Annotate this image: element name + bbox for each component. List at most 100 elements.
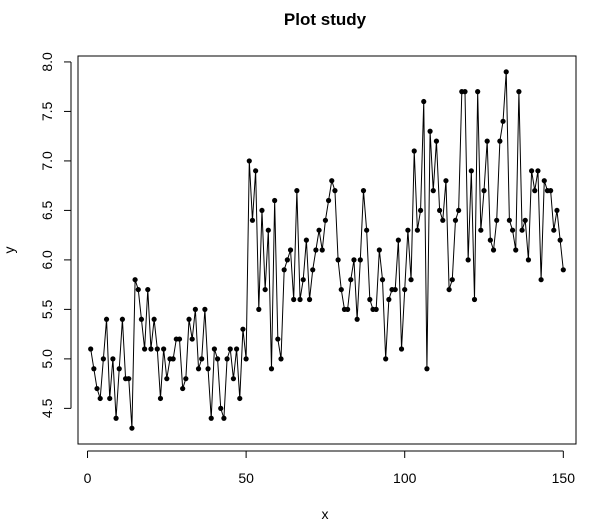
- data-point: [405, 227, 411, 233]
- data-point: [427, 128, 433, 134]
- data-point: [338, 286, 344, 293]
- data-point: [522, 217, 528, 223]
- data-point: [192, 306, 198, 312]
- data-point: [468, 168, 474, 174]
- data-point: [478, 227, 484, 233]
- data-point: [332, 188, 338, 194]
- data-point: [548, 188, 554, 194]
- data-point: [329, 178, 335, 184]
- data-point: [154, 346, 160, 352]
- y-axis-label: y: [1, 247, 17, 254]
- data-point: [437, 207, 443, 214]
- data-point: [503, 69, 509, 75]
- data-point: [367, 296, 373, 303]
- data-point: [452, 217, 459, 223]
- data-point: [157, 395, 164, 402]
- data-point: [513, 247, 519, 253]
- data-point: [256, 306, 262, 312]
- data-point: [443, 178, 449, 184]
- data-point: [516, 89, 522, 95]
- data-point: [322, 217, 329, 223]
- data-point: [484, 138, 490, 144]
- data-point: [538, 277, 544, 283]
- data-point: [383, 356, 389, 362]
- data-point: [414, 227, 421, 233]
- data-point: [278, 356, 284, 362]
- x-tick-label: 150: [552, 470, 576, 486]
- data-point: [183, 376, 189, 382]
- data-point: [103, 316, 110, 322]
- data-point: [227, 346, 233, 352]
- data-point: [465, 257, 471, 263]
- y-tick-label: 6.0: [39, 250, 55, 270]
- data-point: [411, 148, 417, 154]
- data-point: [557, 237, 563, 243]
- data-point: [214, 356, 221, 362]
- y-tick-label: 8.0: [39, 52, 55, 72]
- data-point: [164, 376, 170, 382]
- data-point: [195, 366, 202, 372]
- data-point: [303, 237, 309, 243]
- data-point: [202, 306, 208, 312]
- data-point: [116, 366, 122, 372]
- data-point: [135, 286, 141, 293]
- series-line: [90, 71, 564, 429]
- data-point: [348, 277, 354, 283]
- chart-title: Plot study: [284, 10, 367, 29]
- data-point: [126, 376, 132, 382]
- data-point: [528, 168, 535, 174]
- data-point: [151, 316, 157, 322]
- data-point: [541, 178, 547, 184]
- data-point: [319, 247, 325, 253]
- data-point: [249, 217, 256, 223]
- data-point: [417, 207, 424, 214]
- data-point: [364, 227, 370, 233]
- data-point: [100, 356, 106, 362]
- data-point: [500, 118, 506, 124]
- data-point: [94, 385, 100, 392]
- data-point: [211, 346, 217, 352]
- y-axis: 4.5 5.0 5.5 6.0 6.5 7.0 7.5 8.0: [39, 52, 72, 418]
- data-point: [519, 227, 525, 233]
- data-point: [475, 89, 481, 95]
- data-point: [449, 277, 455, 283]
- data-point: [161, 346, 167, 352]
- data-point: [408, 277, 414, 283]
- data-point: [345, 306, 351, 312]
- data-point: [487, 237, 493, 243]
- data-point: [91, 366, 97, 372]
- data-point: [132, 277, 138, 283]
- data-point: [535, 168, 541, 174]
- data-point: [456, 207, 462, 214]
- data-point: [402, 286, 408, 293]
- data-point: [554, 207, 560, 214]
- data-point: [481, 188, 487, 194]
- data-point: [176, 336, 183, 342]
- data-point: [294, 188, 300, 194]
- data-point: [509, 227, 516, 233]
- data-point: [246, 158, 252, 164]
- data-point: [379, 277, 386, 283]
- plot-box: [77, 55, 577, 445]
- data-point: [180, 385, 186, 392]
- data-point: [113, 415, 119, 421]
- data-point: [433, 138, 440, 144]
- data-point: [199, 356, 205, 362]
- data-point: [300, 277, 306, 283]
- data-point: [129, 425, 135, 431]
- data-point: [253, 168, 259, 174]
- data-point: [170, 356, 176, 362]
- data-point: [446, 286, 452, 293]
- data-point: [462, 89, 468, 95]
- data-point: [494, 217, 500, 223]
- data-point: [189, 336, 195, 342]
- data-point: [243, 356, 249, 362]
- data-point: [376, 247, 382, 253]
- data-point: [291, 296, 297, 303]
- data-point: [208, 415, 214, 421]
- data-point: [424, 366, 430, 372]
- y-tick-label: 7.0: [39, 151, 55, 171]
- x-axis-label: x: [322, 506, 329, 522]
- data-point: [532, 188, 538, 194]
